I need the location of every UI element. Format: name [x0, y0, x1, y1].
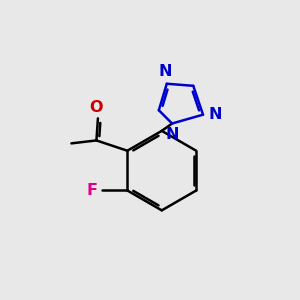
Text: O: O	[90, 100, 103, 115]
Text: N: N	[208, 106, 222, 122]
Text: N: N	[166, 127, 179, 142]
Text: F: F	[86, 183, 97, 198]
Text: N: N	[159, 64, 172, 79]
